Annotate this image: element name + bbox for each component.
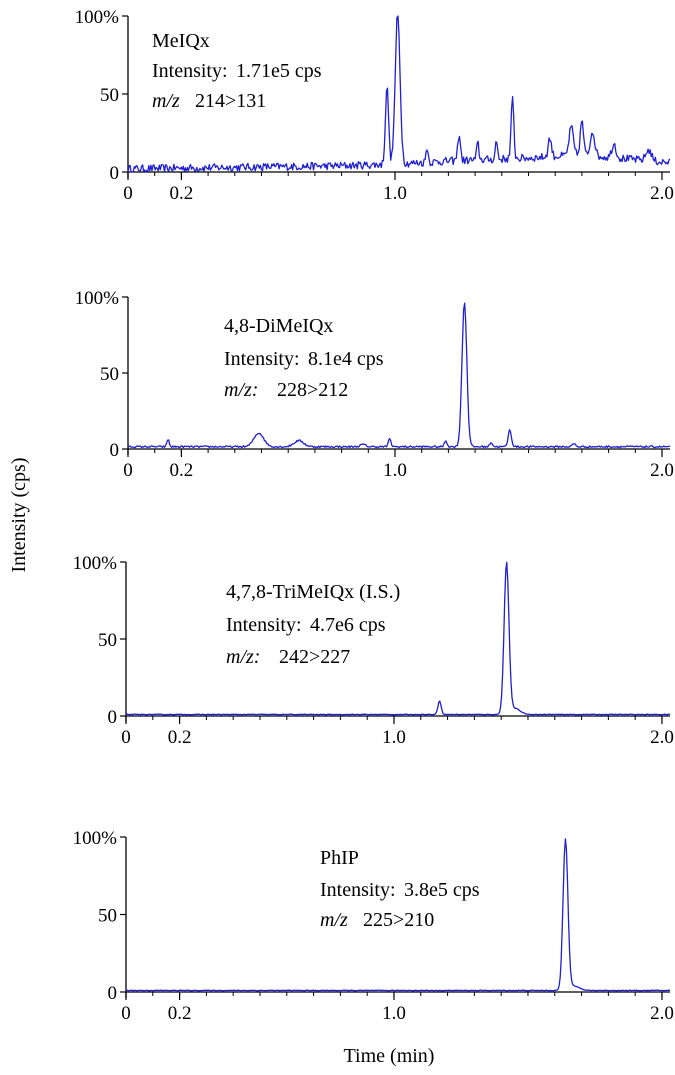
y-tick-label: 50 [98,630,117,651]
mz-label: m/z: [226,646,260,668]
x-axis-label: Time (min) [344,1045,435,1067]
mz-label: m/z: [224,379,258,401]
y-tick-label: 100% [75,7,120,28]
x-tick-label: 1.0 [383,183,407,204]
intensity-label: Intensity: [224,348,300,370]
mz-label: m/z [152,90,180,112]
x-tick-label: 1.0 [382,727,406,748]
chart-panel: 0 50 100% 0 0.2 1.0 2.0 [75,288,674,481]
x-tick-label: 0.2 [168,1003,192,1024]
y-tick-label: 0 [110,440,120,461]
x-tick-label: 2.0 [650,1003,674,1024]
y-tick-label: 100% [73,553,118,574]
x-tick-label: 2.0 [650,460,674,481]
x-tick-label: 0 [123,460,133,481]
compound-label: 4,8-DiMeIQx [224,315,333,337]
intensity-value: 4.7e6 cps [310,614,386,636]
x-tick-label: 1.0 [383,460,407,481]
x-tick-label: 0.2 [170,183,194,204]
x-tick-label: 0.2 [170,460,194,481]
intensity-value: 3.8e5 cps [404,879,480,901]
chromatogram-trace [127,302,671,449]
compound-label: 4,7,8-TriMeIQx (I.S.) [226,581,400,603]
intensity-label: Intensity: [320,879,396,901]
x-tick-label: 1.0 [382,1003,406,1024]
y-tick-label: 100% [75,288,120,309]
compound-label: PhIP [320,847,359,869]
chart-panel: 0 50 100% 0 0.2 1.0 2.0 [73,828,674,1024]
x-tick-label: 0 [123,183,133,204]
y-tick-label: 50 [100,364,119,385]
mz-value: 242>227 [279,646,350,668]
chart-panel: 0 50 100% 0 0.2 1.0 2.0 [75,7,674,204]
intensity-label: Intensity: [226,614,302,636]
x-tick-label: 0 [121,727,131,748]
x-tick-label: 0 [121,1003,131,1024]
x-tick-label: 2.0 [650,727,674,748]
mz-value: 225>210 [363,909,434,931]
mz-value: 228>212 [277,379,348,401]
chromatogram-panels: 0 50 100% 0 0.2 1.0 2.0 MeIQx Intensity: 1.71e5 c… [73,7,674,1024]
compound-label: MeIQx [152,30,210,52]
intensity-label: Intensity: [152,60,228,82]
chart-panel: 0 50 100% 0 0.2 1.0 2.0 [73,553,674,748]
y-tick-label: 0 [108,707,118,728]
x-tick-label: 0.2 [168,727,192,748]
y-tick-label: 100% [73,828,118,849]
chromatogram-trace [125,561,671,716]
chromatogram-trace [125,838,671,992]
y-tick-label: 0 [110,163,120,184]
intensity-value: 1.71e5 cps [236,60,322,82]
y-axis-label: Intensity (cps) [8,458,30,573]
y-tick-label: 50 [100,85,119,106]
y-tick-label: 0 [108,983,118,1004]
y-tick-label: 50 [98,906,117,927]
mz-value: 214>131 [195,90,266,112]
mz-label: m/z [320,909,348,931]
chromatogram-trace [127,15,671,173]
x-tick-label: 2.0 [650,183,674,204]
intensity-value: 8.1e4 cps [308,348,384,370]
